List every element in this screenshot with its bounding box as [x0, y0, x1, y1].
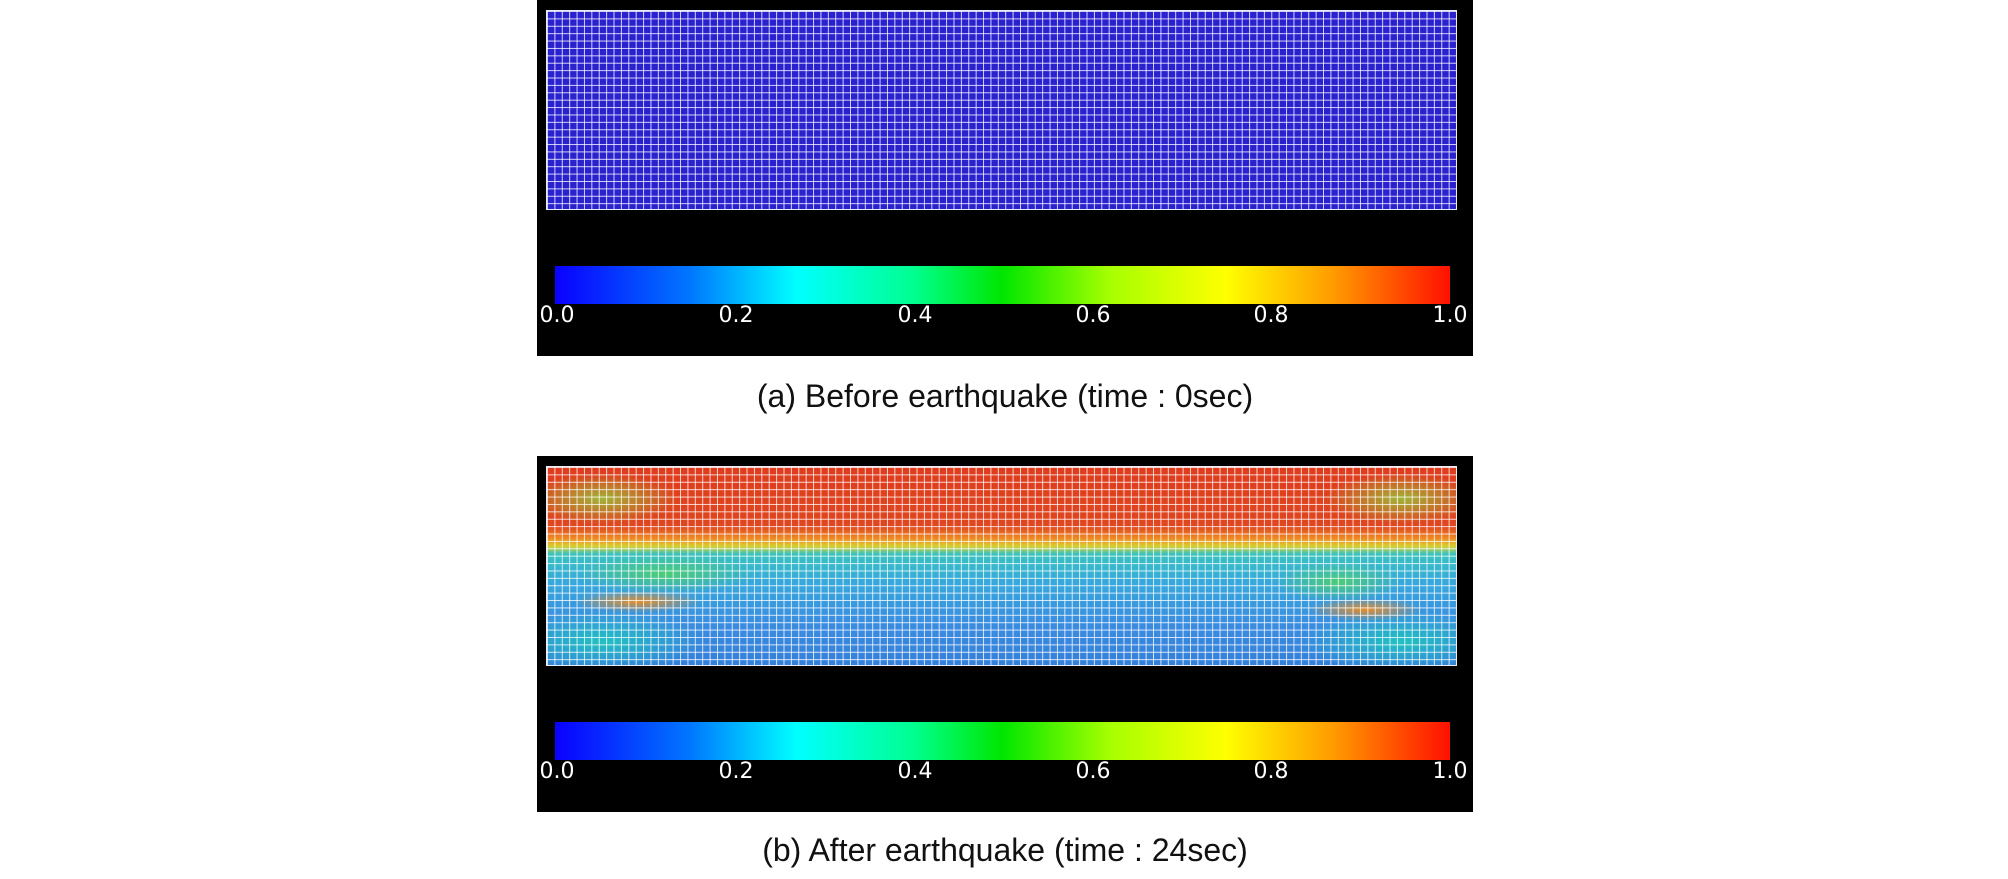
- colorbar-legend: [555, 266, 1450, 304]
- colorbar-tick-label: 0.6: [1075, 303, 1111, 328]
- colorbar-tick-label: 0.8: [1253, 303, 1289, 328]
- colorbar-tick-label: 0.4: [897, 303, 933, 328]
- colorbar-legend: [555, 722, 1450, 760]
- mesh-grid-lines: [547, 467, 1456, 665]
- colorbar-tick-label: 0.4: [897, 759, 933, 784]
- colorbar-tick-label: 1.0: [1432, 759, 1468, 784]
- colorbar-tick-label: 0.2: [718, 759, 754, 784]
- colorbar-tick-label: 0.6: [1075, 759, 1111, 784]
- colorbar-tick-label: 1.0: [1432, 303, 1468, 328]
- colorbar-tick-label: 0.8: [1253, 759, 1289, 784]
- caption-before-earthquake: (a) Before earthquake (time : 0sec): [756, 378, 1254, 414]
- mesh-grid-lines: [547, 11, 1456, 209]
- finite-element-mesh-after: [546, 466, 1457, 666]
- colorbar-tick-label: 0.0: [539, 759, 575, 784]
- caption-after-earthquake: (b) After earthquake (time : 24sec): [762, 832, 1248, 868]
- finite-element-mesh-before: [546, 10, 1457, 210]
- contour-panel-after: 0.0 0.2 0.4 0.6 0.8 1.0: [537, 456, 1473, 812]
- colorbar-tick-label: 0.0: [539, 303, 575, 328]
- contour-panel-before: 0.0 0.2 0.4 0.6 0.8 1.0: [537, 0, 1473, 356]
- colorbar-tick-label: 0.2: [718, 303, 754, 328]
